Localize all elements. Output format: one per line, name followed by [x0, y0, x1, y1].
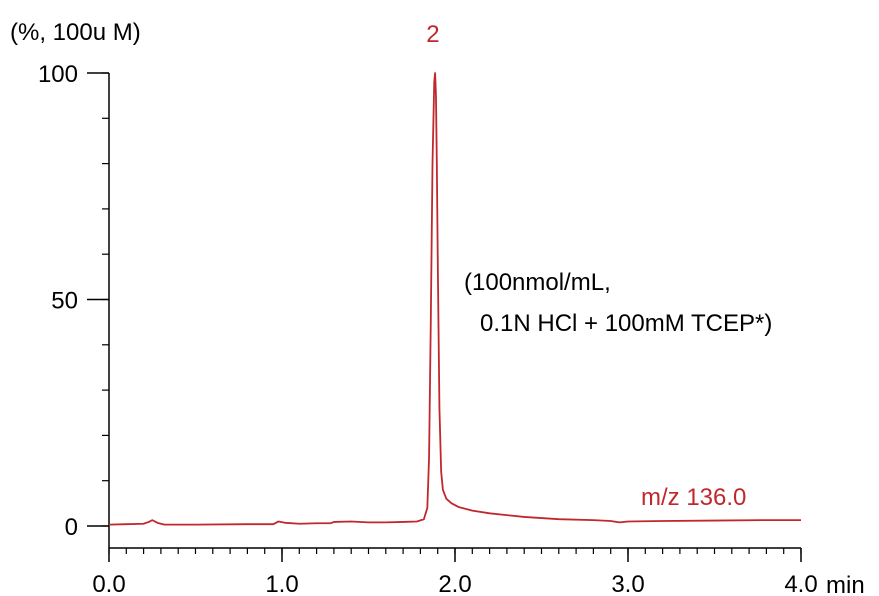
- condition-note: (100nmol/mL, 0.1N HCl + 100mM TCEP*): [464, 269, 772, 337]
- x-unit-label: min: [826, 572, 865, 596]
- condition-note-line-2: 0.1N HCl + 100mM TCEP*): [480, 310, 772, 337]
- y-unit-label: (%, 100u M): [10, 19, 141, 46]
- axes: 0 50 100 0.0 1.0 2.0 3.0 4.0: [38, 61, 818, 596]
- condition-note-line-1: (100nmol/mL,: [464, 269, 611, 296]
- x-tick-label: 2.0: [438, 571, 471, 596]
- x-tick-label: 0.0: [92, 571, 125, 596]
- y-tick-label: 0: [65, 514, 78, 541]
- series-line: [108, 72, 801, 526]
- y-tick-label: 50: [51, 288, 78, 315]
- peak-label: 2: [426, 21, 439, 48]
- y-tick-label: 100: [38, 61, 78, 88]
- x-tick-label: 3.0: [611, 571, 644, 596]
- x-tick-label: 1.0: [265, 571, 298, 596]
- x-tick-label: 4.0: [784, 571, 817, 596]
- series-label: m/z 136.0: [641, 484, 746, 511]
- traces: [108, 72, 801, 526]
